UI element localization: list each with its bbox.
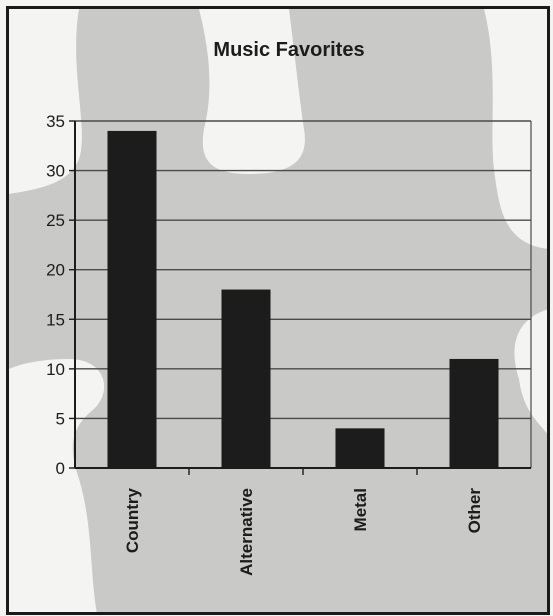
y-tick-label: 15	[46, 310, 65, 329]
y-tick-label: 30	[46, 162, 65, 181]
category-label: Country	[123, 487, 142, 553]
bars	[107, 130, 499, 468]
category-label: Metal	[351, 488, 370, 531]
bar-metal	[335, 428, 385, 468]
axes	[69, 120, 531, 475]
y-tick-label: 10	[46, 360, 65, 379]
bar-country	[107, 130, 157, 468]
y-tick-labels: 0 5 10 15 20 25 30 35	[46, 112, 65, 478]
bar-alternative	[221, 289, 271, 468]
chart-frame: Music Favorites 0 5 10 15 20 25 30 35 Country Al…	[6, 6, 550, 615]
y-tick-label: 20	[46, 261, 65, 280]
bar-other	[449, 358, 499, 468]
category-label: Alternative	[237, 488, 256, 576]
y-tick-label: 0	[56, 459, 65, 478]
bar-chart: Music Favorites 0 5 10 15 20 25 30 35 Country Al…	[9, 9, 547, 612]
category-labels: Country Alternative Metal Other	[123, 487, 484, 575]
y-tick-label: 25	[46, 211, 65, 230]
y-tick-label: 35	[46, 112, 65, 131]
y-tick-label: 5	[56, 409, 65, 428]
chart-title: Music Favorites	[213, 39, 364, 61]
category-label: Other	[465, 488, 484, 534]
